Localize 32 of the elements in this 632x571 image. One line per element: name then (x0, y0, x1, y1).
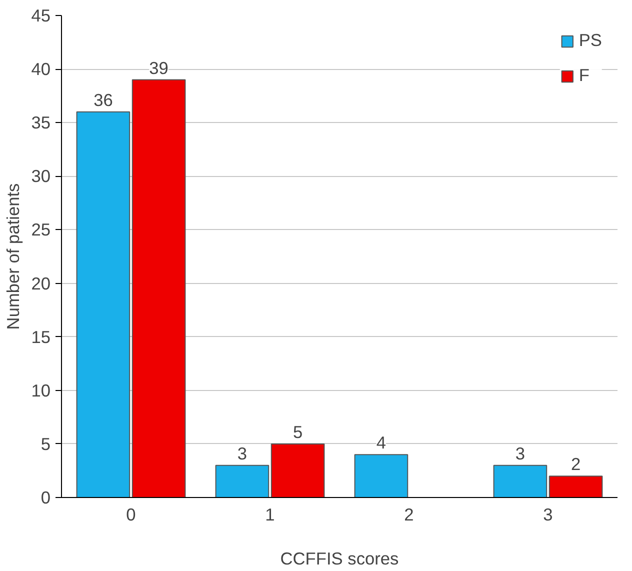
y-tick-label: 30 (31, 166, 51, 186)
y-tick-label: 25 (31, 220, 51, 240)
y-tick-label: 45 (31, 6, 51, 26)
y-tick-label: 0 (40, 488, 51, 508)
data-label: 39 (149, 58, 168, 78)
bar (215, 464, 270, 498)
legend-label: F (578, 65, 590, 86)
bar (76, 111, 130, 498)
x-tick-label: 0 (126, 504, 136, 524)
bar (270, 443, 325, 498)
x-tick-label: 1 (265, 504, 275, 524)
y-tick-label: 20 (31, 273, 51, 294)
data-label: 5 (292, 422, 303, 442)
y-tick-label: 15 (31, 326, 51, 347)
bar (132, 79, 186, 498)
data-label: 3 (515, 443, 526, 464)
y-tick-label: 10 (31, 380, 51, 400)
y-axis-title: Number of patients (3, 182, 24, 330)
y-tick-label: 40 (31, 59, 51, 80)
x-tick-label: 3 (543, 504, 553, 524)
data-label: 3 (237, 443, 248, 464)
y-tick-label: 35 (31, 112, 51, 133)
data-label: 36 (94, 90, 113, 110)
x-axis-title: CCFFIS scores (280, 548, 400, 568)
data-label: 4 (376, 432, 386, 453)
x-tick-label: 2 (404, 504, 414, 524)
bar (354, 454, 408, 498)
bar (548, 476, 603, 498)
data-label: 2 (570, 454, 581, 474)
bar (493, 464, 548, 498)
y-tick-label: 5 (40, 434, 51, 454)
legend-label: PS (578, 30, 602, 51)
